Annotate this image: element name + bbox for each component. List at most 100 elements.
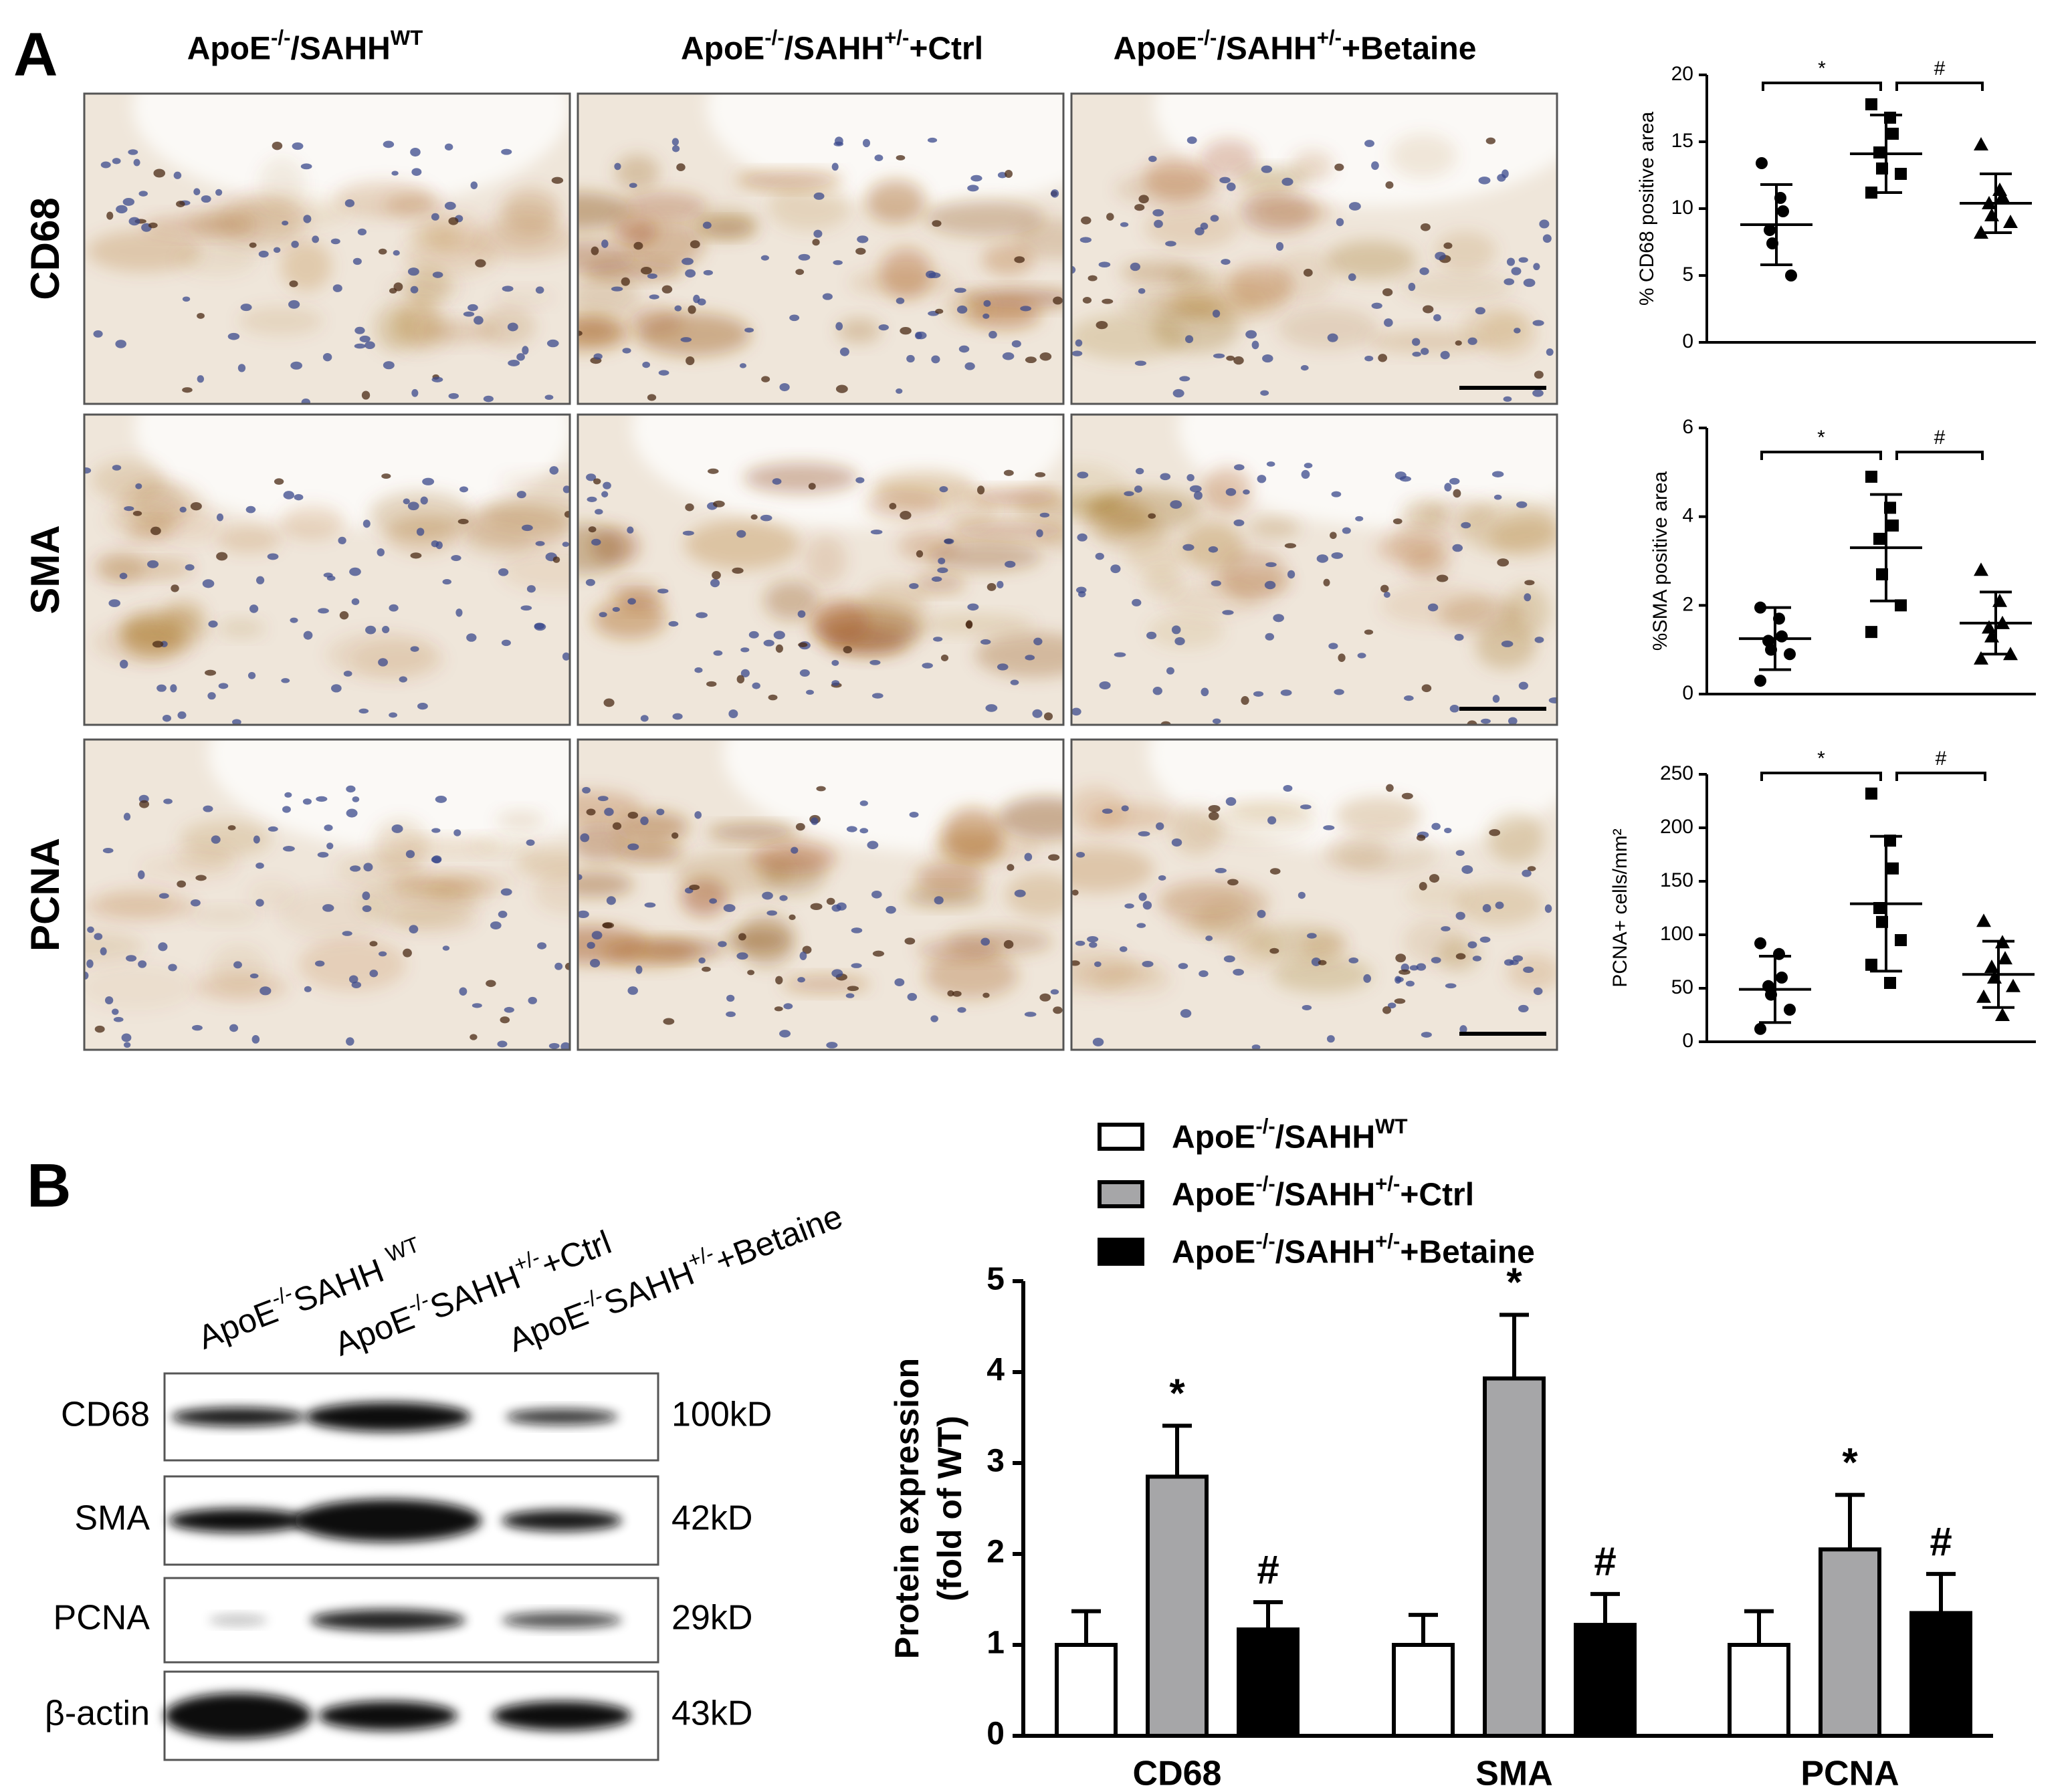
nucleus (811, 817, 819, 825)
nucleus (640, 266, 652, 275)
stain (1143, 568, 1184, 597)
nucleus (597, 796, 609, 802)
nucleus (216, 552, 228, 561)
nucleus (365, 625, 377, 635)
nucleus (562, 485, 570, 493)
nucleus (448, 393, 459, 399)
nucleus (1262, 354, 1273, 363)
nucleus (1014, 256, 1025, 263)
legend-label: ApoE-/-/SAHH+/-+Betaine (1172, 1230, 1535, 1270)
data-point (1865, 470, 1877, 483)
nucleus (839, 347, 849, 356)
nucleus (1455, 953, 1466, 960)
nucleus (967, 603, 979, 611)
micrograph (577, 738, 1065, 1051)
stain (1337, 832, 1437, 875)
nucleus (1138, 288, 1146, 294)
nucleus (813, 192, 825, 200)
stain (1326, 240, 1417, 279)
micrograph (83, 413, 571, 726)
nucleus (227, 332, 240, 340)
nucleus (87, 926, 94, 933)
stain (743, 462, 859, 493)
nucleus (1420, 223, 1431, 231)
nucleus (100, 947, 107, 956)
nucleus (1336, 218, 1344, 227)
nucleus (580, 833, 590, 843)
stain (623, 191, 708, 223)
stain (768, 183, 851, 231)
nucleus (1522, 869, 1532, 877)
blot-strip (163, 1372, 659, 1462)
nucleus (116, 205, 128, 214)
stain (120, 610, 209, 649)
nucleus (1075, 586, 1087, 594)
nucleus (393, 250, 400, 256)
x-tick-label: SMA (1475, 1755, 1553, 1792)
nucleus (303, 631, 313, 640)
nucleus (1226, 183, 1236, 191)
nucleus (135, 483, 142, 489)
nucleus (1546, 348, 1554, 356)
nucleus (795, 269, 805, 275)
nucleus (1348, 957, 1359, 964)
nucleus (389, 712, 398, 718)
nucleus (940, 654, 949, 661)
nucleus (207, 692, 216, 700)
nucleus (1233, 519, 1245, 526)
nucleus (694, 811, 702, 819)
y-tick-label: 0 (1682, 1030, 1693, 1052)
nucleus (357, 228, 367, 235)
nucleus (1178, 963, 1188, 970)
nucleus (1423, 305, 1434, 314)
nucleus (1504, 278, 1515, 286)
data-point (1865, 787, 1877, 800)
nucleus (177, 711, 187, 719)
nucleus (696, 612, 708, 619)
data-point (1887, 128, 1899, 140)
legend-swatch (1098, 1180, 1144, 1208)
nucleus (685, 269, 696, 278)
nucleus (1280, 689, 1292, 696)
nucleus (869, 659, 881, 665)
stain (1434, 231, 1496, 272)
nucleus (332, 284, 342, 292)
nucleus (835, 322, 843, 331)
nucleus (1444, 483, 1452, 492)
data-point (1887, 862, 1899, 875)
nucleus (304, 986, 312, 992)
nucleus (1025, 655, 1035, 661)
nucleus (1077, 533, 1087, 542)
nucleus (326, 843, 334, 850)
data-point (1895, 934, 1907, 946)
nucleus (363, 863, 373, 872)
lumen (134, 415, 570, 528)
nucleus (1409, 965, 1419, 971)
nucleus (1219, 177, 1231, 184)
nucleus (407, 501, 419, 511)
nucleus (859, 828, 869, 834)
nucleus (1158, 875, 1166, 881)
data-point (1764, 224, 1776, 236)
nucleus (1032, 709, 1043, 718)
nucleus (1419, 267, 1429, 275)
nucleus (1179, 376, 1190, 382)
nucleus (1300, 804, 1312, 810)
stain (258, 157, 306, 211)
nucleus (128, 149, 138, 155)
nucleus (1089, 941, 1098, 948)
stain (1164, 583, 1260, 617)
stain (981, 243, 1035, 276)
data-point (1995, 189, 2010, 203)
nucleus (1482, 904, 1491, 913)
nucleus (672, 713, 683, 720)
micrograph (577, 413, 1065, 726)
stain (179, 820, 271, 858)
nucleus (760, 255, 769, 261)
nucleus (1436, 574, 1449, 582)
nucleus (1516, 501, 1528, 508)
stain (1071, 314, 1187, 360)
stain (924, 200, 1045, 237)
blot-strip (163, 1475, 659, 1566)
nucleus (1281, 177, 1293, 186)
